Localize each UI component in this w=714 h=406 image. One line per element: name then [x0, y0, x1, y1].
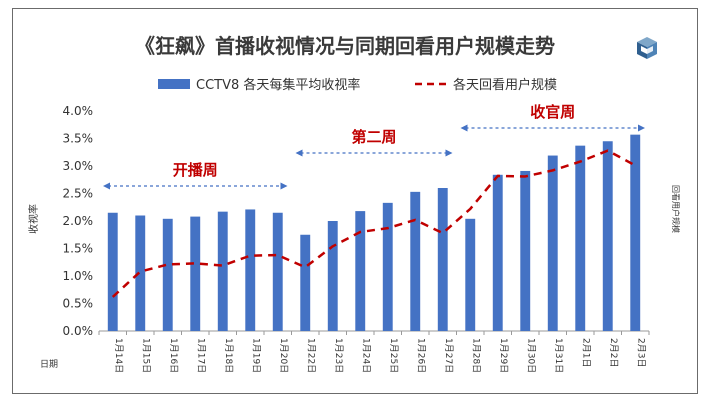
bar — [107, 212, 118, 331]
bar — [355, 211, 366, 331]
bar — [492, 174, 503, 331]
x-tick-label: 2月3日 — [635, 338, 646, 367]
bar — [575, 145, 586, 331]
bar — [602, 141, 613, 331]
legend-bar-swatch — [158, 79, 190, 89]
annotation-arrowhead-left — [460, 124, 468, 132]
annotation-label: 收官周 — [530, 103, 575, 121]
bar — [547, 155, 558, 331]
bar — [272, 212, 283, 331]
y-axis-label: 收视率 — [27, 204, 40, 234]
x-tick-label: 1月25日 — [388, 338, 399, 373]
x-tick-label: 1月23日 — [333, 338, 344, 373]
x-tick-label: 1月19日 — [250, 338, 261, 373]
legend-line-label: 各天回看用户规模 — [453, 77, 557, 93]
bar — [217, 211, 228, 331]
annotation-label: 第二周 — [351, 128, 396, 146]
annotation-label: 开播周 — [173, 161, 218, 179]
bar — [437, 188, 448, 331]
axes: 0.0% 0.5% 1.0% 1.5% 2.0% 2.5% 3.0% 3.5% 4.0% 1月14… — [63, 104, 650, 373]
y2-axis-label: 回看用户规模 — [671, 185, 681, 233]
y-tick-label: 3.0% — [63, 159, 94, 173]
x-tick-label: 1月17日 — [195, 338, 206, 373]
y-tick-label: 2.0% — [63, 214, 94, 228]
bar — [135, 215, 146, 331]
annotations: 开播周 第二周 收官周 — [103, 103, 645, 190]
box-logo-icon — [637, 37, 657, 59]
bar — [382, 202, 393, 331]
x-tick-label: 1月28日 — [470, 338, 481, 373]
x-tick-label: 1月26日 — [415, 338, 426, 373]
annotation-arrowhead-right — [638, 124, 645, 132]
x-tick-label: 1月18日 — [223, 338, 234, 373]
bar — [190, 216, 201, 331]
bar — [300, 234, 311, 331]
chart-frame: 《狂飙》首播收视情况与同期回看用户规模走势 CCTV8 各天每集平均收视率 各天… — [12, 8, 698, 394]
chart-title: 《狂飙》首播收视情况与同期回看用户规模走势 — [135, 34, 555, 58]
line-series — [111, 149, 636, 298]
x-tick-label: 1月24日 — [360, 338, 371, 373]
x-tick-label: 2月2日 — [608, 338, 619, 367]
y-tick-label: 3.5% — [63, 132, 94, 146]
bar — [162, 218, 173, 331]
x-tick-label: 1月16日 — [168, 338, 179, 373]
y-tick-label: 2.5% — [63, 187, 94, 201]
bar — [410, 191, 421, 331]
x-tick-label: 2月1日 — [580, 338, 591, 367]
y-tick-label: 1.5% — [63, 242, 94, 256]
bar — [630, 134, 641, 331]
x-tick-label: 1月31日 — [553, 338, 564, 373]
bar-series — [107, 134, 641, 331]
annotation-arrowhead-left — [103, 182, 110, 190]
y-tick-label: 0.0% — [63, 324, 94, 338]
x-tick-label: 1月29日 — [498, 338, 509, 373]
bar — [520, 170, 531, 331]
x-tick-label: 1月14日 — [113, 338, 124, 373]
chart-svg: 《狂飙》首播收视情况与同期回看用户规模走势 CCTV8 各天每集平均收视率 各天… — [27, 34, 681, 373]
annotation-arrowhead-right — [280, 182, 288, 190]
x-axis-label: 日期 — [40, 359, 58, 370]
bar — [327, 221, 338, 331]
legend: CCTV8 各天每集平均收视率 各天回看用户规模 — [158, 77, 557, 93]
annotation-arrowhead-left — [295, 149, 303, 157]
x-tick-label: 1月22日 — [305, 338, 316, 373]
x-tick-label: 1月30日 — [525, 338, 536, 373]
y-tick-label: 1.0% — [63, 269, 94, 283]
legend-bar-label: CCTV8 各天每集平均收视率 — [196, 77, 360, 93]
y-tick-label: 0.5% — [63, 297, 94, 311]
line-path — [111, 149, 636, 298]
bar — [245, 209, 256, 331]
x-tick-label: 1月27日 — [443, 338, 454, 373]
annotation-arrowhead-right — [445, 149, 453, 157]
x-tick-label: 1月20日 — [278, 338, 289, 373]
bar — [465, 218, 476, 331]
x-tick-label: 1月15日 — [140, 338, 151, 373]
y-tick-label: 4.0% — [63, 104, 94, 118]
